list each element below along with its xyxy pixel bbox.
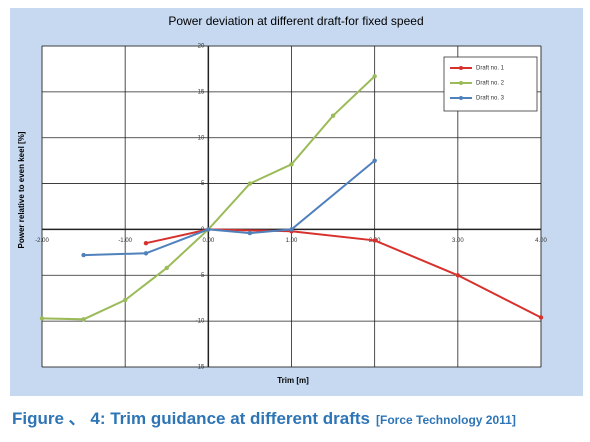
point: [538, 315, 544, 320]
x-tick-label: 1.00: [286, 238, 298, 244]
point: [81, 252, 86, 258]
x-tick-label: -1.00: [118, 238, 132, 244]
point: [143, 240, 149, 246]
point: [289, 227, 294, 232]
y-tick-label: -5: [199, 273, 205, 279]
legend-label: Draft no. 3: [476, 96, 505, 102]
legend: Draft no. 1 Draft no. 2 Draft no. 3: [443, 56, 538, 112]
x-tick-label: -2.00: [35, 238, 49, 244]
x-axis-label: Trim [m]: [277, 376, 309, 385]
point: [122, 297, 128, 303]
point: [455, 273, 461, 278]
series-line: [83, 159, 376, 257]
legend-marker: [459, 96, 463, 100]
point: [372, 238, 377, 243]
legend-marker: [459, 66, 463, 70]
point: [143, 251, 149, 256]
chart: Power deviation at different draft-for f…: [10, 8, 583, 396]
caption: Figure 、 4: Trim guidance at different d…: [12, 404, 516, 429]
point: [372, 158, 377, 163]
chart-title: Power deviation at different draft-for f…: [168, 14, 423, 28]
y-axis-label: Power relative to even keel [%]: [17, 131, 26, 248]
x-tick-label: 3.00: [452, 238, 464, 244]
y-tick-label: 5: [201, 181, 205, 187]
y-tick-label: -10: [196, 319, 205, 325]
legend-label: Draft no. 2: [476, 81, 505, 87]
point: [372, 74, 377, 79]
point: [289, 162, 294, 167]
caption-source: [Force Technology 2011]: [376, 413, 516, 427]
series-line: [145, 228, 542, 319]
x-tick-label: 4.00: [535, 238, 547, 244]
point: [247, 230, 253, 236]
legend-marker: [459, 81, 463, 85]
caption-text: Figure 、 4: Trim guidance at different d…: [12, 409, 370, 428]
legend-label: Draft no. 1: [476, 66, 505, 72]
y-tick-label: 10: [198, 135, 205, 141]
point: [81, 317, 86, 322]
y-tick-label: 15: [198, 89, 205, 95]
y-tick-label: 20: [198, 44, 205, 50]
point: [330, 113, 336, 118]
point: [206, 227, 211, 232]
x-tick-label: 0.00: [202, 238, 214, 244]
point: [39, 316, 45, 321]
point: [164, 265, 169, 271]
y-tick-label: -15: [196, 365, 205, 371]
point: [247, 181, 253, 186]
